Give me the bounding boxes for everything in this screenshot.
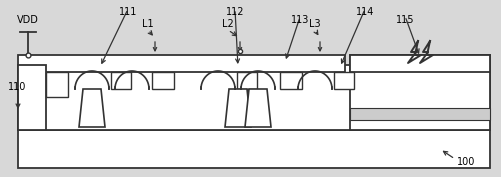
Bar [236, 72, 257, 89]
Text: 100: 100 [456, 157, 474, 167]
Polygon shape [244, 89, 271, 127]
Text: 115: 115 [395, 15, 413, 25]
Text: VDD: VDD [17, 15, 39, 25]
Bar [111, 72, 131, 89]
Text: L3: L3 [309, 19, 320, 29]
Bar [18, 130, 489, 168]
Bar [152, 72, 174, 89]
Text: 111: 111 [119, 7, 137, 17]
Bar [280, 72, 302, 89]
Polygon shape [79, 89, 105, 127]
Bar [333, 72, 353, 89]
Bar [18, 65, 489, 130]
Bar [46, 72, 68, 97]
Text: 114: 114 [355, 7, 373, 17]
Bar [18, 55, 344, 72]
Bar [349, 55, 489, 130]
Text: L2: L2 [221, 19, 233, 29]
Text: 110: 110 [8, 82, 27, 92]
Text: L1: L1 [142, 19, 153, 29]
Text: 113: 113 [290, 15, 309, 25]
Text: 112: 112 [225, 7, 244, 17]
Bar [349, 55, 489, 72]
Bar [18, 65, 46, 130]
Bar [349, 108, 489, 120]
Polygon shape [224, 89, 250, 127]
